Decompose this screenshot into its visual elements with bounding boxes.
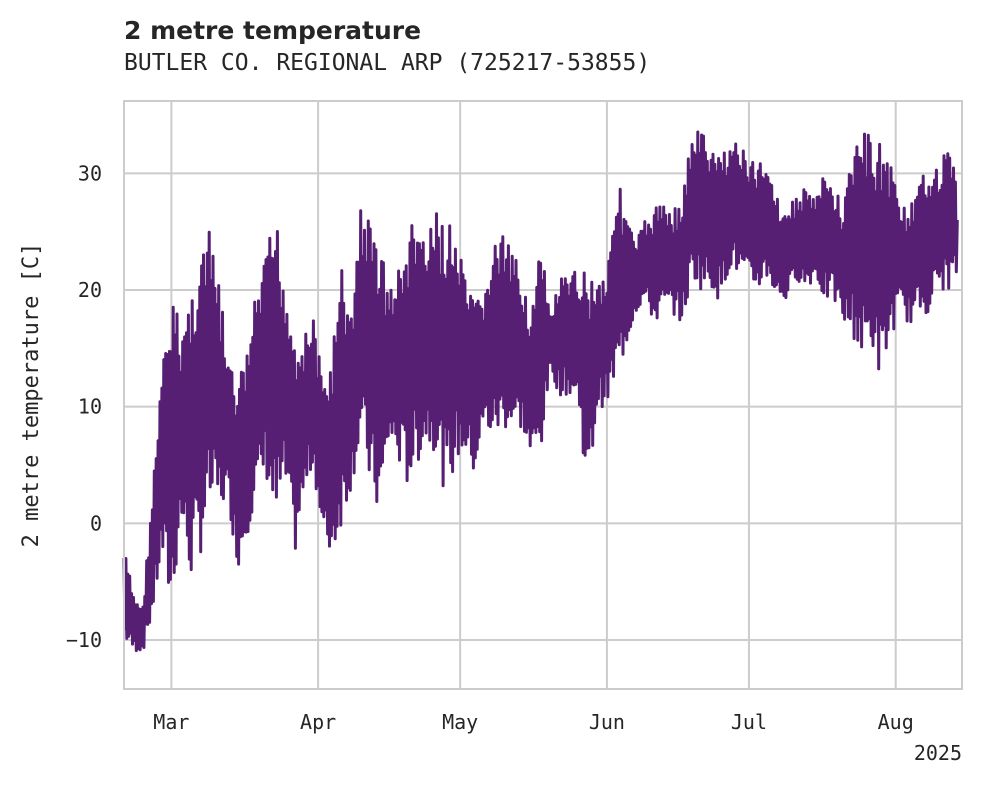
y-tick-label: 20 [78, 278, 102, 302]
x-tick-label: Aug [878, 710, 914, 734]
x-tick-label: Jun [589, 710, 625, 734]
y-tick-label: 30 [78, 161, 102, 185]
temperature-line [122, 130, 959, 653]
y-axis-ticks: −10 0 10 20 30 [66, 161, 102, 652]
y-tick-label: 10 [78, 395, 102, 419]
x-year-label: 2025 [914, 741, 962, 765]
y-tick-label: −10 [66, 628, 102, 652]
x-tick-label: May [442, 710, 478, 734]
y-tick-label: 0 [90, 511, 102, 535]
chart-subtitle: BUTLER CO. REGIONAL ARP (725217-53855) [124, 50, 651, 76]
y-axis-label: 2 metre temperature [C] [19, 243, 44, 548]
plot-frame [123, 100, 963, 690]
x-axis-ticks: Mar Apr May Jun Jul Aug [153, 710, 913, 734]
x-tick-label: Apr [300, 710, 336, 734]
x-tick-label: Jul [731, 710, 767, 734]
x-tick-label: Mar [153, 710, 189, 734]
chart-title: 2 metre temperature [124, 16, 422, 45]
